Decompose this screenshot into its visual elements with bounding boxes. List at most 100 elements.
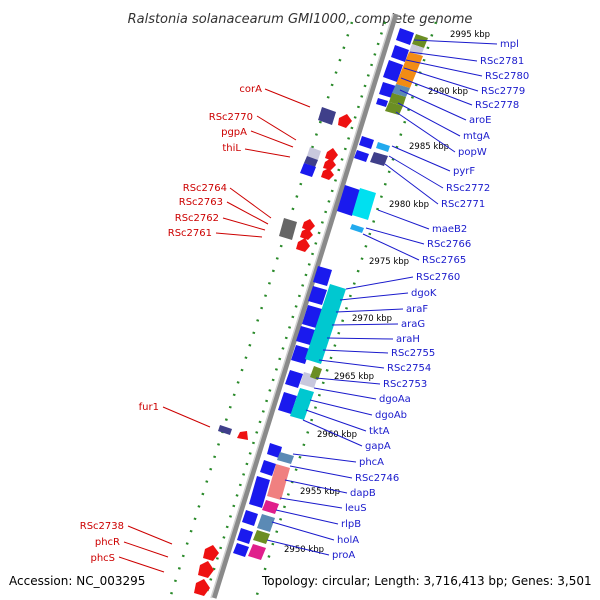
gene-arrow xyxy=(383,60,403,82)
gene-box xyxy=(385,102,403,115)
gene-label: RSc2766 xyxy=(427,239,471,250)
gene-box xyxy=(253,530,270,544)
leader-line xyxy=(289,465,353,479)
gene-arrow xyxy=(391,45,409,62)
leader-line xyxy=(409,51,478,62)
gene-label: aroE xyxy=(469,115,491,126)
leader-line xyxy=(339,292,409,301)
gene-arrow xyxy=(267,443,282,458)
gene-label: araG xyxy=(401,319,425,330)
tick-label: 2975 kbp xyxy=(369,257,409,267)
leader-line xyxy=(345,276,414,290)
tick-label: 2990 kbp xyxy=(428,87,468,97)
small-genes xyxy=(218,107,336,435)
gene-label: gapA xyxy=(365,441,391,452)
gene-arrow xyxy=(233,543,249,557)
gene-arrow xyxy=(296,238,310,252)
left-gene-labels xyxy=(118,88,311,573)
leader-line xyxy=(127,525,173,545)
gene-box xyxy=(300,163,316,177)
gene-label: phcA xyxy=(359,457,384,468)
leader-line xyxy=(279,497,343,509)
gene-box xyxy=(218,425,232,435)
gene-label: dgoAb xyxy=(375,410,407,421)
gene-label: maeB2 xyxy=(432,224,467,235)
leader-line xyxy=(244,148,291,158)
leader-line xyxy=(365,227,425,245)
gene-label: RSc2760 xyxy=(416,272,460,283)
leader-line xyxy=(229,187,272,219)
tick-label: 2985 kbp xyxy=(409,142,449,152)
gene-arrow xyxy=(198,561,214,578)
gene-label: RSc2778 xyxy=(475,100,519,111)
gene-arrow xyxy=(278,392,297,414)
leader-line xyxy=(275,509,339,525)
gene-box xyxy=(290,388,314,420)
gene-box xyxy=(279,218,297,240)
gene-label: RSc2761 xyxy=(168,228,212,239)
tick-label: 2950 kbp xyxy=(284,545,324,555)
leader-line xyxy=(395,111,456,153)
leader-line xyxy=(384,163,439,205)
gene-label: RSc2763 xyxy=(179,197,223,208)
gene-label: thiL xyxy=(222,143,241,154)
gene-label: RSc2771 xyxy=(441,199,485,210)
leader-line xyxy=(322,349,389,354)
genome-backbone-highlight xyxy=(210,13,394,599)
gene-label: RSc2770 xyxy=(209,112,253,123)
leader-line xyxy=(326,337,394,340)
gene-label: RSc2738 xyxy=(80,521,124,532)
gene-box xyxy=(267,464,290,500)
leader-line xyxy=(318,359,385,369)
gene-label: RSc2764 xyxy=(183,183,227,194)
leader-line xyxy=(403,67,479,92)
gene-label: dgoAa xyxy=(379,394,411,405)
tick-label: 2995 kbp xyxy=(450,30,490,40)
leader-line xyxy=(377,209,430,230)
leader-line xyxy=(215,232,263,238)
leader-line xyxy=(362,233,420,261)
gene-arrow xyxy=(249,476,270,508)
gene-label: RSc2780 xyxy=(485,71,529,82)
tick-label: 2965 kbp xyxy=(334,372,374,382)
gene-label: pyrF xyxy=(453,166,475,177)
leader-line xyxy=(400,77,473,106)
gene-arrow xyxy=(323,158,336,170)
gene-label: pgpA xyxy=(221,127,247,138)
tick-label: 2955 kbp xyxy=(300,487,340,497)
gene-arrow xyxy=(302,305,322,328)
leader-line xyxy=(222,217,266,231)
topology-text: Topology: circular; Length: 3,716,413 bp… xyxy=(261,574,592,588)
gene-label: leuS xyxy=(345,503,367,514)
gene-label: phcR xyxy=(95,537,120,548)
accession-text: Accession: NC_003295 xyxy=(9,574,145,588)
gene-arrow xyxy=(300,228,313,240)
gene-box xyxy=(248,544,266,560)
leader-line xyxy=(391,145,451,172)
reverse-strand-genes xyxy=(194,114,352,596)
gene-label: corA xyxy=(239,84,262,95)
leader-line xyxy=(335,308,404,313)
gene-label: mpl xyxy=(500,39,519,50)
gene-label: araH xyxy=(396,334,420,345)
gene-arrow xyxy=(338,114,352,128)
gene-label: mtgA xyxy=(463,131,490,142)
gene-arrow xyxy=(359,136,374,149)
leader-line xyxy=(250,130,294,148)
dash-track-inner-left xyxy=(203,21,387,599)
leader-line xyxy=(118,556,165,573)
gene-label: RSc2755 xyxy=(391,348,435,359)
leader-line xyxy=(162,406,211,428)
leader-line xyxy=(405,59,483,77)
gene-label: phcS xyxy=(90,553,115,564)
topology-backdrop xyxy=(258,572,596,588)
right-label-texts: mpl RSc2781 RSc2780 RSc2779 RSc2778 aroE… xyxy=(332,39,529,561)
gene-label: RSc2772 xyxy=(446,183,490,194)
gene-label: RSc2781 xyxy=(480,56,524,67)
gene-box xyxy=(257,514,275,532)
gene-arrow xyxy=(260,460,276,476)
gene-arrow xyxy=(325,148,338,161)
gene-arrow xyxy=(396,28,414,45)
gene-arrow xyxy=(321,168,334,180)
